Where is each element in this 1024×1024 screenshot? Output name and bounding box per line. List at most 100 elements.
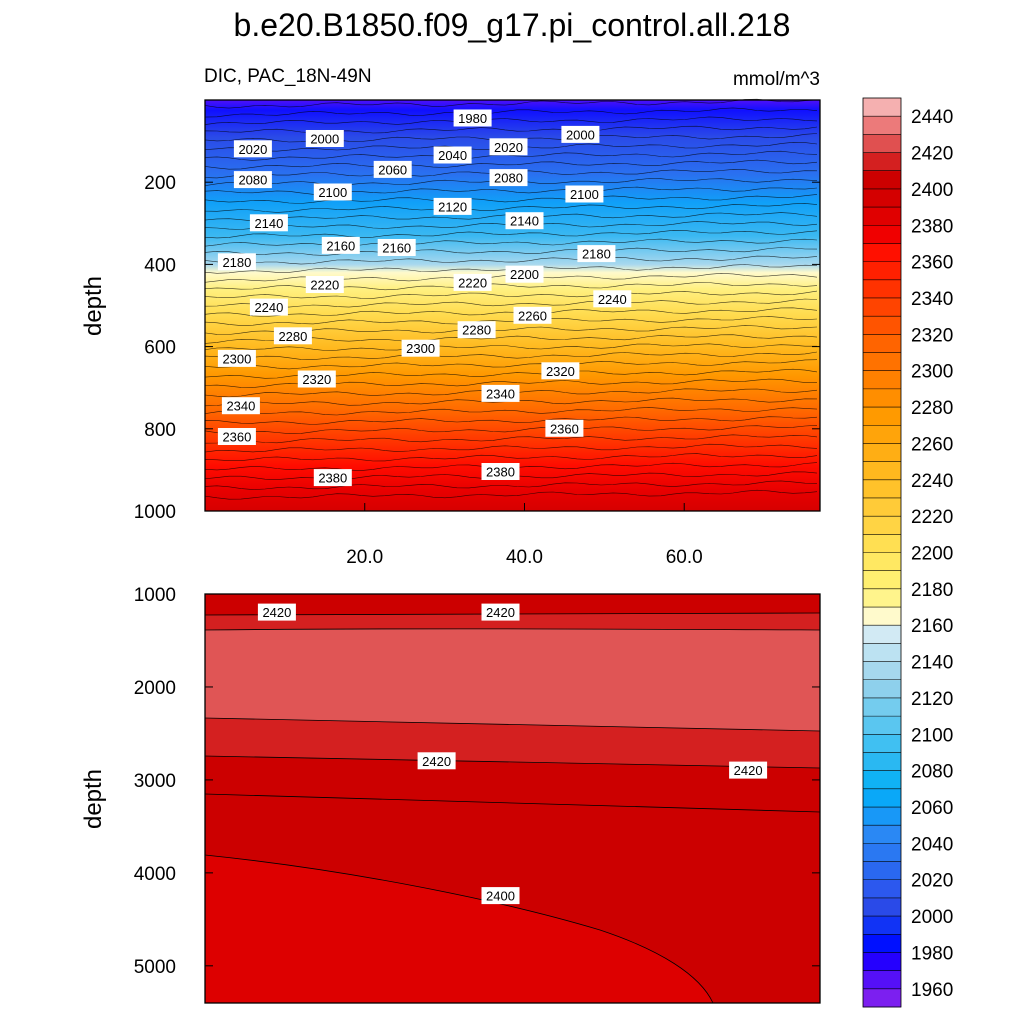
x-tick-label: 20.0 [346,547,383,568]
contour-label-box [401,339,440,357]
contour-label-text: 1980 [458,111,487,126]
lower-contour-labels: 2420 2420 2420 2420 2400 [257,603,768,905]
contour-label-box [565,185,604,203]
colorbar-swatch [863,243,901,263]
contour-label-box [729,761,768,779]
contour-label-text: 2360 [550,421,579,436]
contour-label-text: 2340 [226,399,255,414]
colorbar-swatch [863,116,901,135]
colorbar-swatch [863,679,901,699]
contour-label-box [593,290,632,308]
x-axis: 20.0 40.0 60.0 [346,503,703,1003]
variable-label: DIC, PAC_18N-49N [204,66,372,87]
colorbar-swatch [863,970,901,990]
contour-label-text: 2000 [566,127,595,142]
contour-label-box [233,140,272,158]
colorbar-label: 2160 [911,616,953,637]
colorbar-swatch [863,425,901,444]
contour-label-text: 2180 [582,247,611,262]
colorbar-swatch [863,588,901,608]
colorbar-label: 2220 [911,507,953,528]
colorbar-label: 2320 [911,325,953,346]
contour-label: 2220 [453,273,492,291]
contour-label-text: 2080 [494,171,523,186]
colorbar-swatch [863,716,901,735]
colorbar-label: 2360 [911,253,953,274]
colorbar-swatch [863,897,901,917]
contour-label-box [233,171,272,189]
contour-label-text: 2400 [486,889,515,904]
colorbar-swatch [863,188,901,208]
contour-label-box [481,384,520,402]
contour-label-text: 2320 [302,372,331,387]
colorbar-swatch [863,152,901,172]
contour-label-text: 2160 [382,241,411,256]
colorbar-label: 2040 [911,834,953,855]
band-2430 [205,628,820,731]
contour-label-text: 2280 [462,323,491,338]
colorbar-frame [862,97,902,1008]
contour-label-box [321,236,360,254]
units-label: mmol/m^3 [733,69,820,90]
colorbar-swatch [863,279,901,299]
y-tick-label: 600 [144,338,176,359]
colorbar-swatch [863,807,901,826]
contour-line [204,116,818,125]
contour-label: 1980 [453,109,492,127]
y-tick-label: 5000 [134,957,176,978]
contour-label: 2280 [457,321,496,339]
colorbar-swatch [863,825,901,844]
colorbar-swatch [863,770,901,790]
contour-label: 2360 [545,419,584,437]
contour-label-text: 2260 [518,308,547,323]
contour-label-text: 2060 [378,162,407,177]
contour-label-text: 2220 [310,278,339,293]
contour-label-text: 2340 [486,386,515,401]
colorbar-swatch [863,570,901,590]
colorbar-label: 2240 [911,471,953,492]
contour-label: 2400 [481,887,520,905]
colorbar-swatch [863,443,901,462]
contour-line [204,125,818,134]
contour-label: 2300 [217,349,256,367]
colorbar-label: 2400 [911,180,953,201]
contour-label-box [453,273,492,291]
contour-line [204,264,818,274]
lower-y-axis-label: depth [80,769,107,829]
contour-label-box [457,321,496,339]
colorbar-swatch [863,388,901,408]
contour-label-box [481,887,520,905]
contour-label-box [513,306,552,324]
upper-contour-labels: 1980 2000 2000 2020 2020 2040 2060 2080 2080 2100… [217,109,632,487]
band-2420 [205,613,820,630]
lower-y-axis: 1000 2000 3000 4000 5000 [134,585,820,978]
contour-line [204,290,818,299]
contour-label-box [561,125,600,143]
contour-label-text: 2040 [438,148,467,163]
contour-label-text: 2180 [222,255,251,270]
contour-line [204,343,817,351]
contour-label: 2100 [313,183,352,201]
colorbar-swatch [863,98,901,117]
contour-label: 2140 [505,212,544,230]
colorbar-swatch [863,952,901,972]
y-tick-label: 800 [144,420,176,441]
contour-line [204,255,818,265]
colorbar-swatch [863,170,901,190]
colorbar-label: 2260 [911,434,953,455]
contour-label: 2320 [297,370,336,388]
contour-label: 2260 [513,306,552,324]
contour-line [204,434,818,444]
colorbar-label: 2300 [911,362,953,383]
colorbar-label: 2000 [911,907,953,928]
contour-label-box [505,212,544,230]
y-tick-label: 2000 [134,678,176,699]
contour-label-text: 2100 [570,187,599,202]
contour-label-box [305,130,344,147]
colorbar-swatch [863,225,901,244]
contour-label: 2320 [541,362,580,380]
contour-line [204,229,818,239]
colorbar-swatch [863,134,901,153]
upper-frame [204,99,821,512]
contour-label-text: 2140 [254,216,283,231]
